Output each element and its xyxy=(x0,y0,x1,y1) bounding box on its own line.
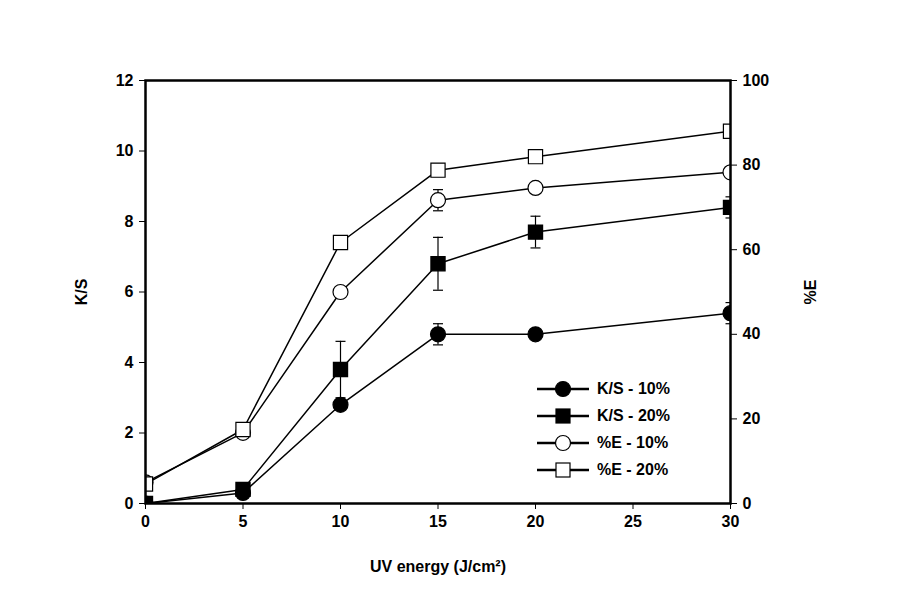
svg-text:4: 4 xyxy=(125,354,134,371)
svg-text:0: 0 xyxy=(141,513,150,530)
svg-text:6: 6 xyxy=(125,283,134,300)
svg-text:8: 8 xyxy=(125,213,134,230)
html-text:%E - 20%: %E - 20% xyxy=(597,460,669,478)
html-text:K/S - 20%: K/S - 20% xyxy=(597,406,670,424)
html-text:%E - 10%: %E - 10% xyxy=(597,433,669,451)
svg-text:100: 100 xyxy=(743,72,770,89)
svg-text:K/S: K/S xyxy=(73,278,90,305)
svg-text:25: 25 xyxy=(624,513,642,530)
svg-text:20: 20 xyxy=(743,410,761,427)
svg-text:80: 80 xyxy=(743,156,761,173)
svg-text:10: 10 xyxy=(332,513,350,530)
svg-text:0: 0 xyxy=(125,495,134,512)
svg-text:60: 60 xyxy=(743,241,761,258)
svg-text:0: 0 xyxy=(743,495,752,512)
svg-text:40: 40 xyxy=(743,325,761,342)
svg-text:%E: %E xyxy=(802,279,819,304)
svg-text:30: 30 xyxy=(722,513,740,530)
svg-text:UV energy (J/cm²): UV energy (J/cm²) xyxy=(370,558,506,575)
svg-text:12: 12 xyxy=(116,72,134,89)
svg-text:5: 5 xyxy=(239,513,248,530)
svg-text:20: 20 xyxy=(527,513,545,530)
svg-text:15: 15 xyxy=(429,513,447,530)
svg-text:2: 2 xyxy=(125,424,134,441)
html-text:K/S - 10%: K/S - 10% xyxy=(597,379,670,397)
svg-text:10: 10 xyxy=(116,142,134,159)
